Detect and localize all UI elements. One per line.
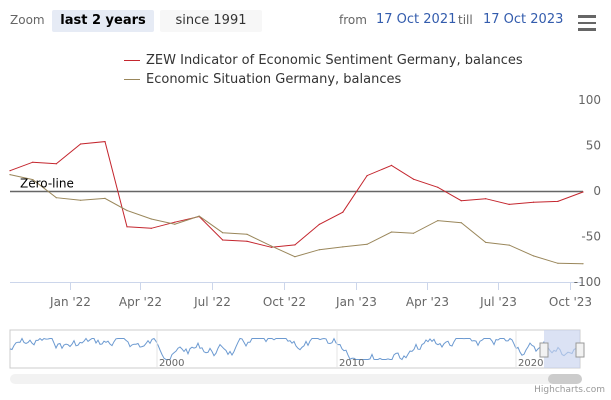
x-tick-label: Jul '23: [479, 295, 517, 309]
navigator-right-handle: [575, 342, 585, 358]
series-2-point: [104, 197, 106, 199]
series-2-point: [294, 256, 296, 258]
navigator-year-label: 2020: [518, 358, 543, 369]
series-2-point: [412, 232, 415, 234]
y-tick-label: 100: [578, 93, 601, 107]
y-tick-label: -50: [581, 230, 601, 244]
series-1-point: [366, 175, 368, 177]
series-1-point: [32, 161, 34, 163]
series-2-point: [174, 223, 176, 225]
series-1-point: [246, 240, 248, 242]
series-1-point: [222, 239, 224, 241]
series-2-point: [198, 215, 200, 217]
series-2-point: [557, 262, 559, 264]
x-tick-label: Oct '22: [263, 295, 306, 309]
legend-symbol-series-2: [124, 79, 140, 80]
x-tick-label: Apr '22: [119, 295, 162, 309]
series-1-point: [126, 226, 128, 228]
series-2-point: [460, 222, 462, 224]
zoom-label: Zoom: [10, 13, 45, 27]
series-1-point: [485, 198, 487, 200]
series-2-point: [270, 245, 272, 247]
till-label: till: [458, 13, 473, 27]
zero-line-label: Zero-line: [20, 177, 74, 191]
x-tick-label: Oct '23: [549, 295, 592, 309]
series-1-point: [9, 170, 11, 172]
series-1-point: [532, 201, 535, 203]
series-1-point: [412, 178, 415, 180]
last-2-years-button[interactable]: last 2 years: [52, 10, 154, 32]
series-2-point: [80, 199, 82, 201]
series-2-point: [532, 255, 535, 257]
series-2-point: [55, 197, 57, 199]
since-1991-button[interactable]: since 1991: [160, 10, 262, 32]
series-2-point: [366, 243, 368, 245]
series-1-point: [150, 227, 152, 229]
series-2-point: [437, 220, 439, 222]
legend-label-series-1: ZEW Indicator of Economic Sentiment Germ…: [146, 53, 523, 68]
series-1-point: [104, 141, 106, 143]
from-label: from: [339, 13, 367, 27]
series-1-point: [460, 200, 462, 202]
y-tick-label: -100: [574, 275, 601, 289]
series-2-point: [246, 233, 248, 235]
x-tick-label: Apr '23: [406, 295, 449, 309]
legend-item-series-2[interactable]: Economic Situation Germany, balances: [124, 72, 401, 87]
series-1-point: [390, 164, 393, 166]
series-1-point: [294, 244, 296, 246]
navigator-year-label: 2000: [159, 358, 184, 369]
till-date-input[interactable]: 17 Oct 2023: [483, 12, 564, 27]
series-1-point: [270, 246, 272, 248]
legend-label-series-2: Economic Situation Germany, balances: [146, 72, 402, 87]
y-tick-label: 50: [586, 139, 601, 153]
navigator-outline: [9, 329, 581, 369]
series-2-point: [32, 179, 34, 181]
series-1-point: [342, 211, 344, 213]
navigator-selection-mask: [544, 330, 580, 368]
credits-link[interactable]: Highcharts.com: [534, 385, 605, 395]
navigator-year-label: 2010: [339, 358, 364, 369]
series-1-point: [437, 186, 439, 188]
series-2-point: [150, 218, 152, 220]
navigator-series-line: [9, 337, 581, 361]
x-tick-label: Jul '22: [193, 295, 231, 309]
series-1-point: [318, 223, 320, 225]
y-tick-label: 0: [593, 184, 601, 198]
x-tick-label: Jan '23: [335, 295, 377, 309]
series-2-point: [508, 244, 510, 246]
series-2-point: [318, 249, 320, 251]
series-2-point: [222, 232, 224, 234]
navigator-scrollbar-track: [10, 374, 570, 384]
series-2-point: [126, 209, 128, 212]
series-1-point: [557, 200, 559, 202]
navigator-scrollbar-thumb: [548, 374, 582, 384]
from-date-input[interactable]: 17 Oct 2021: [376, 12, 457, 27]
series-1-point: [198, 215, 200, 218]
series-2-point: [582, 263, 584, 265]
series-line-2: [9, 174, 584, 265]
series-2-point: [485, 241, 487, 243]
series-line-1: [9, 141, 584, 248]
hamburger-menu-icon[interactable]: [578, 15, 596, 31]
series-2-point: [390, 231, 393, 233]
navigator-left-handle: [539, 342, 549, 358]
legend-symbol-series-1: [124, 60, 140, 61]
series-1-point: [582, 191, 584, 193]
series-2-point: [9, 174, 11, 176]
series-1-point: [80, 143, 82, 145]
series-1-point: [508, 203, 510, 205]
series-1-point: [174, 221, 176, 223]
series-1-point: [55, 163, 57, 165]
series-2-point: [342, 246, 344, 248]
x-tick-label: Jan '22: [49, 295, 91, 309]
legend-item-series-1[interactable]: ZEW Indicator of Economic Sentiment Germ…: [124, 53, 523, 68]
